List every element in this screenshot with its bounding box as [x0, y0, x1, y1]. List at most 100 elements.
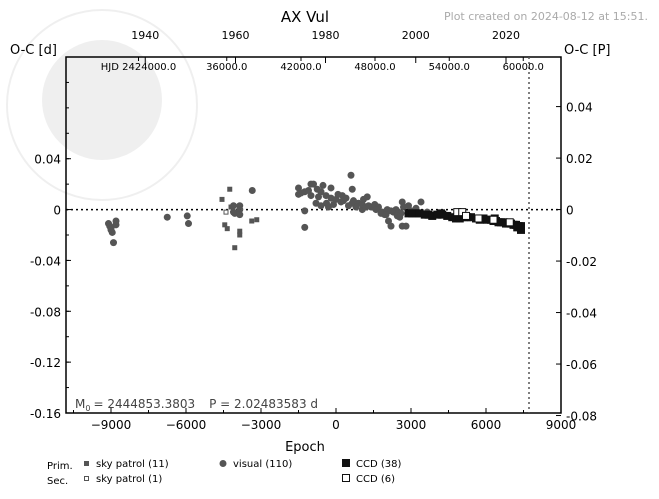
ccd-primary-point: [437, 209, 445, 218]
sky-patrol-primary-point: [222, 222, 228, 228]
y2-tick-label: 0.02: [566, 152, 593, 166]
sky-patrol-primary-point: [237, 232, 243, 238]
visual-point: [327, 184, 335, 192]
legend-ccd-sec: CCD (6): [356, 474, 395, 485]
ccd-primary-point: [415, 209, 424, 218]
ccd-secondary-point: [489, 215, 498, 224]
visual-point: [112, 217, 120, 225]
visual-point: [350, 197, 357, 205]
visual-point: [301, 223, 309, 231]
visual-point: [107, 225, 115, 233]
visual-point: [297, 189, 305, 197]
visual-point: [230, 202, 237, 210]
y-tick-label: 0.04: [34, 153, 61, 167]
legend-marker-ccd-sec: [342, 474, 350, 482]
sky-patrol-primary-point: [224, 226, 230, 232]
elements-text: M0 = 2444853.3803 P = 2.02483583 d: [75, 397, 318, 413]
year-tick-label: 1960: [222, 29, 250, 42]
sky-patrol-secondary-point: [223, 209, 229, 215]
x-tick-label: −9000: [91, 418, 132, 432]
legend-prim-label: Prim.: [47, 461, 73, 472]
legend-sky-patrol-sec: sky patrol (1): [96, 474, 162, 485]
y2-tick-label: -0.08: [566, 410, 597, 424]
x-tick-label: 3000: [396, 418, 427, 432]
legend-sky-patrol-prim: sky patrol (11): [96, 459, 169, 470]
hjd-tick-label: 48000.0: [354, 62, 395, 73]
hjd-tick-label: 36000.0: [206, 62, 247, 73]
y2-tick-label: -0.06: [566, 358, 597, 372]
sky-patrol-primary-point: [237, 228, 243, 234]
y2-tick-label: -0.04: [566, 307, 597, 321]
y2-tick-label: 0: [566, 204, 574, 218]
visual-point: [236, 206, 244, 214]
legend-visual: visual (110): [233, 459, 292, 470]
legend-ccd-prim: CCD (38): [356, 459, 401, 470]
y-axis-label-left: O-C [d]: [10, 43, 57, 58]
visual-point: [330, 200, 337, 208]
visual-point: [163, 213, 171, 221]
visual-point: [110, 239, 117, 247]
visual-point: [248, 187, 256, 194]
legend-marker-sky-patrol-prim: [84, 461, 89, 466]
y-tick-label: 0: [53, 204, 61, 218]
legend-sec-label: Sec.: [47, 476, 68, 487]
hjd-tick-label: 60000.0: [503, 62, 544, 73]
visual-point: [387, 222, 395, 230]
visual-point: [348, 185, 356, 193]
ccd-secondary-point: [474, 214, 483, 223]
visual-point: [417, 198, 425, 206]
visual-point: [340, 197, 347, 205]
visual-point: [396, 213, 404, 221]
visual-point: [183, 212, 191, 220]
ccd-primary-point: [513, 223, 522, 232]
visual-point: [387, 207, 395, 215]
legend-marker-sky-patrol-sec: [84, 476, 89, 481]
visual-point: [236, 211, 244, 219]
visual-point: [365, 202, 372, 210]
ccd-primary-point: [428, 211, 437, 220]
year-tick-label: 2000: [402, 29, 430, 42]
legend-marker-ccd-prim: [342, 459, 350, 467]
x-tick-label: 9000: [546, 418, 577, 432]
hjd-tick-label: 54000.0: [429, 62, 470, 73]
year-tick-label: 1980: [312, 29, 340, 42]
visual-point: [315, 193, 322, 201]
visual-point: [319, 181, 327, 189]
visual-point: [352, 203, 360, 211]
ccd-secondary-point: [505, 218, 514, 227]
y-tick-label: -0.16: [30, 407, 61, 421]
sky-patrol-primary-point: [249, 218, 255, 224]
visual-point: [382, 211, 390, 219]
y-tick-label: -0.08: [30, 305, 61, 319]
y-tick-label: -0.04: [30, 254, 61, 268]
x-tick-label: 0: [332, 418, 340, 432]
visual-point: [305, 187, 312, 194]
sky-patrol-primary-point: [227, 186, 233, 192]
year-tick-label: 1940: [131, 29, 159, 42]
ccd-primary-point: [443, 211, 452, 220]
y-tick-label: -0.12: [30, 356, 61, 370]
visual-point: [363, 193, 371, 201]
ccd-primary-point: [467, 213, 475, 222]
sky-patrol-primary-point: [232, 245, 238, 251]
visual-point: [347, 171, 355, 179]
visual-point: [301, 207, 309, 215]
visual-point: [317, 202, 325, 210]
hjd-tick-label: HJD 2424000.0: [101, 62, 176, 73]
x-tick-label: −3000: [241, 418, 282, 432]
plot-created-note: Plot created on 2024-08-12 at 15:51.: [444, 10, 648, 23]
hjd-tick-label: 42000.0: [280, 62, 321, 73]
y-axis-label-right: O-C [P]: [564, 43, 610, 58]
x-tick-label: −6000: [166, 418, 207, 432]
visual-point: [185, 220, 192, 228]
year-tick-label: 2020: [492, 29, 520, 42]
legend: Prim. Sec. sky patrol (11) sky patrol (1…: [47, 459, 401, 487]
y2-tick-label: -0.02: [566, 255, 597, 269]
legend-marker-visual: [219, 460, 227, 467]
sky-patrol-primary-point: [219, 196, 225, 202]
sky-patrol-primary-point: [254, 217, 260, 223]
x-axis-label: Epoch: [285, 440, 325, 455]
ccd-secondary-point: [462, 211, 470, 220]
